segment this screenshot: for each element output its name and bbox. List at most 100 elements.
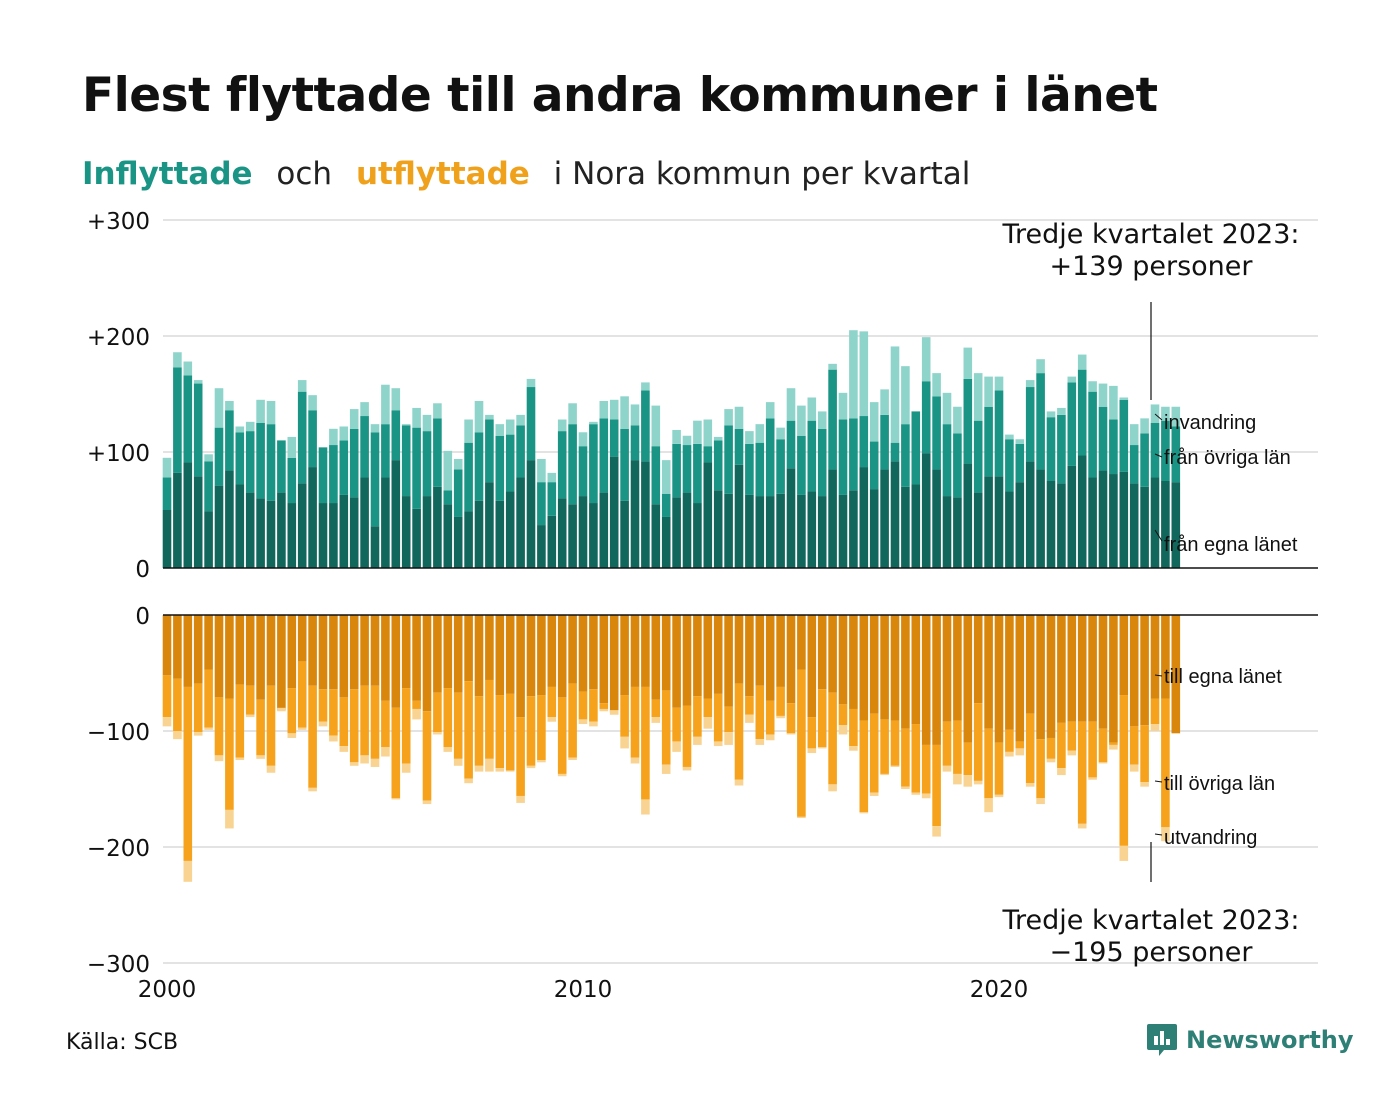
bar-in-own-county (183, 462, 193, 568)
bar-out-other-counties (1161, 698, 1170, 828)
subtitle-inflyttade: Inflyttade (82, 156, 253, 192)
bar-out-emigration (890, 765, 900, 767)
bar-out-own-county (599, 615, 609, 704)
bar-in-own-county (1119, 471, 1129, 568)
bar-out-own-county (485, 615, 494, 680)
bar-out-own-county (651, 615, 661, 700)
bar-in-immigration (901, 366, 910, 425)
bar-out-own-county (443, 615, 453, 689)
bar-out-other-counties (401, 688, 411, 764)
bar-in-other-counties (641, 390, 650, 462)
bar-out-emigration (266, 765, 276, 773)
bar-in-immigration (797, 405, 806, 436)
bar-out-emigration (1109, 744, 1118, 750)
bar-in-immigration (880, 389, 889, 415)
bar-in-immigration (817, 411, 827, 429)
bar-out-own-county (713, 615, 723, 694)
bar-out-other-counties (807, 717, 817, 749)
bar-in-other-counties (973, 420, 983, 493)
bar-out-emigration (1088, 777, 1097, 780)
bar-in-own-county (537, 525, 546, 568)
bar-out-emigration (859, 812, 869, 814)
y-tick-upper: +200 (87, 325, 150, 351)
bar-in-other-counties (1098, 406, 1108, 471)
bar-in-own-county (890, 461, 900, 568)
bar-in-immigration (495, 424, 505, 436)
bar-in-own-county (599, 492, 609, 568)
bar-in-other-counties (214, 427, 224, 486)
bar-out-emigration (193, 732, 203, 736)
bar-out-other-counties (849, 708, 858, 747)
bar-in-own-county (1140, 486, 1149, 568)
bar-out-own-county (266, 615, 276, 686)
bar-out-own-county (204, 615, 213, 670)
bar-out-emigration (329, 735, 338, 742)
grid-lines (163, 219, 1318, 964)
bar-in-immigration (703, 419, 713, 447)
bar-out-other-counties (994, 742, 1004, 795)
bar-out-own-county (1025, 615, 1035, 714)
bar-out-other-counties (693, 696, 702, 737)
bar-out-emigration (661, 764, 671, 774)
bar-out-other-counties (297, 661, 307, 728)
bar-out-emigration (277, 707, 286, 712)
bar-in-immigration (1036, 359, 1045, 374)
bar-in-immigration (225, 400, 234, 411)
bar-in-own-county (495, 500, 505, 568)
bar-out-emigration (173, 731, 182, 740)
bar-in-other-counties (911, 411, 921, 485)
bar-in-immigration (953, 406, 962, 434)
bar-out-other-counties (1005, 729, 1014, 752)
bar-in-immigration (162, 457, 172, 478)
bar-in-other-counties (797, 435, 806, 495)
bar-out-own-county (620, 615, 629, 696)
bar-in-own-county (308, 467, 317, 568)
bar-in-own-county (349, 497, 359, 568)
bar-in-own-county (391, 460, 401, 568)
bar-in-other-counties (589, 424, 598, 504)
bar-out-emigration (786, 733, 796, 735)
bar-out-emigration (245, 714, 255, 718)
bar-out-emigration (849, 746, 858, 751)
bar-in-other-counties (235, 432, 245, 485)
bar-out-emigration (869, 792, 879, 796)
bar-in-other-counties (401, 425, 411, 497)
bar-out-other-counties (932, 744, 941, 827)
bar-in-other-counties (1119, 399, 1129, 472)
bar-in-immigration (235, 426, 245, 433)
bar-out-other-counties (661, 690, 671, 765)
bar-in-immigration (183, 361, 193, 376)
bar-out-other-counties (859, 720, 869, 813)
bar-in-immigration (557, 419, 567, 432)
bar-out-own-county (245, 615, 255, 686)
bar-in-immigration (214, 388, 224, 428)
bar-in-immigration (193, 380, 203, 384)
bar-out-emigration (214, 755, 224, 762)
bar-out-other-counties (329, 689, 338, 736)
bar-in-own-county (672, 497, 681, 568)
bar-out-emigration (235, 757, 245, 760)
subtitle-och: och (276, 156, 333, 192)
bar-in-own-county (734, 464, 744, 568)
bar-out-own-county (880, 615, 889, 720)
bar-in-own-county (641, 461, 650, 568)
bar-out-other-counties (1067, 721, 1077, 751)
bar-in-other-counties (817, 428, 827, 497)
bar-out-own-county (516, 615, 525, 718)
bar-out-emigration (557, 773, 567, 777)
bar-in-other-counties (994, 390, 1004, 477)
bar-in-other-counties (745, 443, 754, 495)
bar-out-own-county (1067, 615, 1077, 722)
bar-out-other-counties (1046, 737, 1056, 759)
bar-in-other-counties (901, 424, 910, 487)
series-label-tick (1154, 674, 1163, 677)
bar-in-other-counties (308, 410, 317, 468)
bar-out-other-counties (1140, 725, 1149, 783)
bar-in-other-counties (173, 367, 182, 473)
bar-in-immigration (828, 363, 837, 370)
bar-in-own-county (859, 467, 869, 568)
bar-out-emigration (505, 770, 515, 772)
bar-in-own-county (703, 462, 713, 568)
x-tick-2000: 2000 (138, 977, 197, 1003)
